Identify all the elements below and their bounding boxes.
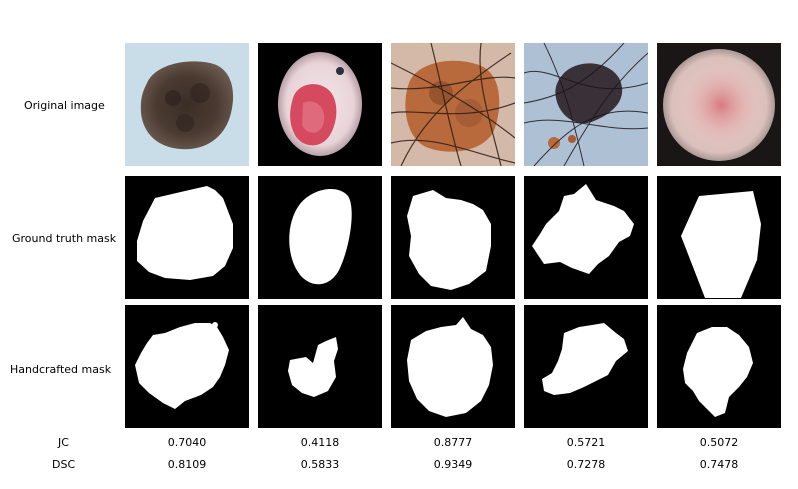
row-label-handcrafted: Handcrafted mask — [10, 363, 112, 376]
jc-value-3: 0.8777 — [433, 436, 473, 449]
jc-value-5: 0.5072 — [699, 436, 739, 449]
dsc-value-2: 0.5833 — [300, 458, 340, 471]
handcrafted-mask-3 — [391, 305, 515, 428]
handcrafted-mask-5 — [657, 305, 781, 428]
jc-value-2: 0.4118 — [300, 436, 340, 449]
jc-value-4: 0.5721 — [566, 436, 606, 449]
dsc-value-1: 0.8109 — [167, 458, 207, 471]
original-image-5 — [657, 43, 781, 166]
dsc-value-3: 0.9349 — [433, 458, 473, 471]
original-image-2 — [258, 43, 382, 166]
jc-label: JC — [58, 436, 69, 449]
handcrafted-mask-4 — [524, 305, 648, 428]
ground-truth-mask-4 — [524, 176, 648, 299]
original-image-1 — [125, 43, 249, 166]
ground-truth-mask-2 — [258, 176, 382, 299]
handcrafted-mask-2 — [258, 305, 382, 428]
handcrafted-mask-1 — [125, 305, 249, 428]
ground-truth-mask-3 — [391, 176, 515, 299]
jc-value-1: 0.7040 — [167, 436, 207, 449]
ground-truth-mask-5 — [657, 176, 781, 299]
dsc-value-4: 0.7278 — [566, 458, 606, 471]
ground-truth-mask-1 — [125, 176, 249, 299]
original-image-4 — [524, 43, 648, 166]
row-label-original: Original image — [24, 99, 105, 112]
dsc-label: DSC — [52, 458, 76, 471]
dsc-value-5: 0.7478 — [699, 458, 739, 471]
row-label-ground-truth: Ground truth mask — [12, 232, 117, 245]
original-image-3 — [391, 43, 515, 166]
